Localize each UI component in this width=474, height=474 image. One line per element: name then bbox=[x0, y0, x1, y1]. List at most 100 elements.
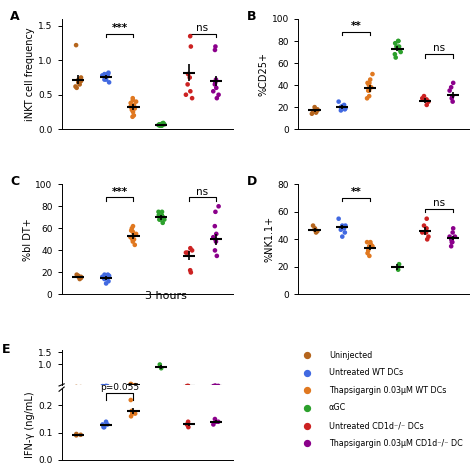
Point bbox=[451, 233, 459, 240]
Point bbox=[337, 103, 345, 111]
Point bbox=[364, 79, 371, 87]
Point bbox=[130, 111, 137, 119]
Point bbox=[365, 243, 373, 250]
Point bbox=[105, 79, 113, 86]
Point bbox=[210, 383, 217, 390]
Point bbox=[447, 243, 455, 250]
Point bbox=[369, 70, 376, 78]
Point bbox=[75, 273, 82, 281]
Point bbox=[363, 238, 371, 246]
Text: ***: *** bbox=[111, 23, 128, 33]
Point bbox=[213, 94, 220, 102]
Text: **: ** bbox=[351, 187, 361, 197]
Point bbox=[182, 249, 190, 256]
Point bbox=[392, 43, 400, 50]
Point bbox=[365, 79, 373, 87]
Text: ns: ns bbox=[433, 198, 445, 208]
Point bbox=[100, 72, 108, 79]
Point bbox=[213, 252, 220, 260]
Point bbox=[104, 70, 112, 78]
Point bbox=[73, 84, 81, 91]
Point bbox=[102, 74, 109, 82]
Point bbox=[366, 76, 374, 83]
Point bbox=[392, 54, 400, 61]
Point bbox=[338, 102, 346, 110]
Point bbox=[100, 274, 108, 282]
Point bbox=[309, 222, 317, 229]
Point bbox=[365, 87, 372, 94]
Point bbox=[184, 382, 192, 390]
Point bbox=[342, 104, 349, 112]
Point bbox=[337, 226, 345, 234]
Point bbox=[449, 228, 456, 236]
Point bbox=[188, 246, 196, 254]
Point bbox=[314, 106, 321, 113]
Point bbox=[183, 420, 191, 428]
Point bbox=[367, 241, 375, 249]
Point bbox=[448, 94, 456, 102]
Text: 3 hours: 3 hours bbox=[145, 291, 187, 301]
Point bbox=[100, 70, 108, 78]
Point bbox=[127, 233, 135, 241]
Point bbox=[187, 88, 194, 95]
Point bbox=[211, 236, 219, 243]
Point bbox=[212, 382, 219, 390]
Point bbox=[448, 238, 456, 246]
Y-axis label: IFN-γ (ng/mL): IFN-γ (ng/mL) bbox=[26, 391, 36, 458]
Point bbox=[212, 76, 220, 83]
Point bbox=[448, 92, 456, 100]
Point bbox=[104, 271, 111, 278]
Point bbox=[156, 361, 164, 368]
Point bbox=[448, 236, 456, 243]
Point bbox=[425, 98, 432, 105]
Point bbox=[210, 420, 217, 428]
Point bbox=[394, 266, 402, 273]
Point bbox=[395, 260, 403, 268]
Point bbox=[397, 48, 404, 56]
Point bbox=[210, 88, 217, 95]
Point bbox=[366, 238, 374, 246]
Point bbox=[365, 87, 373, 94]
Point bbox=[129, 96, 137, 104]
Point bbox=[100, 76, 108, 83]
Point bbox=[100, 383, 108, 390]
Y-axis label: %bl DT+: %bl DT+ bbox=[23, 218, 33, 261]
Point bbox=[155, 121, 162, 129]
Text: B: B bbox=[246, 10, 256, 23]
Point bbox=[127, 103, 135, 110]
Point bbox=[132, 230, 140, 237]
Point bbox=[182, 91, 190, 99]
Point bbox=[131, 410, 139, 418]
Point bbox=[127, 99, 135, 107]
Point bbox=[132, 98, 140, 105]
Point bbox=[314, 228, 321, 235]
Point bbox=[365, 252, 373, 260]
Point bbox=[312, 109, 320, 117]
Point bbox=[446, 87, 454, 94]
Point bbox=[73, 271, 81, 278]
Point bbox=[158, 120, 166, 128]
Point bbox=[184, 418, 192, 426]
Point bbox=[186, 266, 194, 274]
Point bbox=[341, 228, 349, 236]
Point bbox=[74, 272, 82, 280]
Point bbox=[314, 107, 321, 114]
Point bbox=[155, 121, 163, 129]
Point bbox=[76, 275, 83, 283]
Point bbox=[187, 245, 194, 252]
Point bbox=[73, 383, 80, 391]
Point bbox=[158, 122, 165, 129]
Point bbox=[128, 227, 135, 234]
Point bbox=[100, 423, 107, 431]
Point bbox=[458, 91, 465, 98]
Point bbox=[423, 101, 430, 109]
Point bbox=[212, 238, 220, 246]
Point bbox=[102, 418, 110, 426]
Point bbox=[128, 382, 136, 389]
Point bbox=[128, 103, 135, 111]
Point bbox=[158, 211, 165, 219]
Point bbox=[449, 225, 457, 232]
Point bbox=[446, 233, 454, 240]
Point bbox=[341, 106, 349, 113]
Point bbox=[394, 37, 402, 45]
